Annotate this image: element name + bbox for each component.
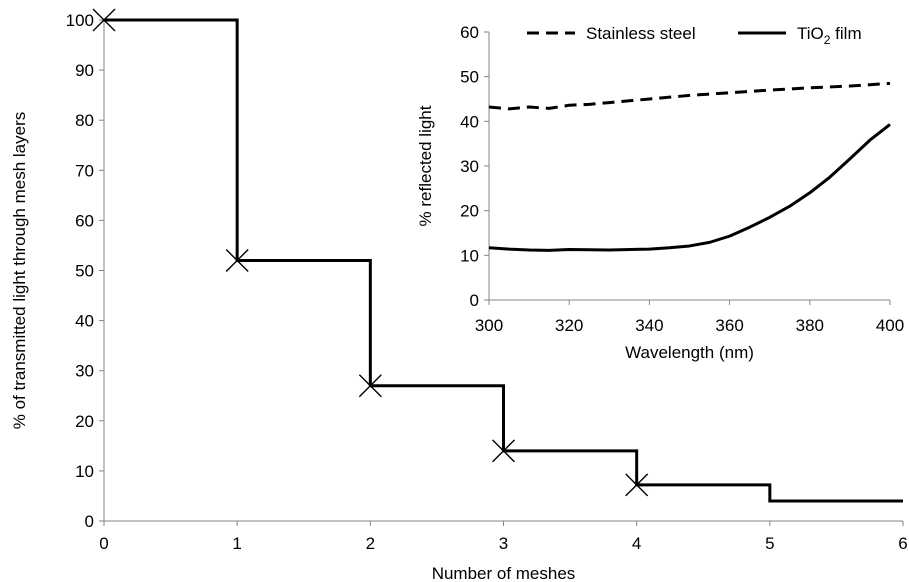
inset-x-axis-title: Wavelength (nm) — [625, 343, 754, 362]
main-y-tick-label: 70 — [75, 161, 94, 180]
main-x-axis-title: Number of meshes — [432, 564, 576, 582]
main-y-tick-label: 20 — [75, 412, 94, 431]
main-y-tick-label: 50 — [75, 262, 94, 281]
main-x-tick-label: 0 — [99, 534, 108, 553]
main-y-tick-label: 60 — [75, 211, 94, 230]
inset-y-tick-label: 10 — [460, 246, 479, 265]
main-x-tick-label: 1 — [232, 534, 241, 553]
main-x-marker — [492, 439, 515, 463]
main-y-tick-label: 0 — [85, 512, 94, 531]
main-x-tick-label: 3 — [499, 534, 508, 553]
inset-y-tick-label: 20 — [460, 202, 479, 221]
inset-y-tick-label: 0 — [470, 291, 479, 310]
inset-series-stainless-steel — [488, 81, 891, 111]
legend-label-tio2-main: TiO — [797, 24, 824, 43]
main-y-tick-label: 100 — [66, 11, 94, 30]
main-step-line — [104, 18, 903, 503]
main-x-marker — [625, 473, 649, 497]
main-y-tick-label: 90 — [75, 61, 94, 80]
legend-label-tio2-subscript: 2 — [824, 33, 831, 47]
inset-y-axis-title: % reflected light — [416, 105, 435, 226]
inset-x-tick-label: 300 — [475, 316, 503, 335]
legend-label-stainless-steel: Stainless steel — [586, 24, 696, 43]
inset-y-tick-label: 60 — [460, 23, 479, 42]
main-y-tick-label: 30 — [75, 362, 94, 381]
inset-x-tick-label: 360 — [715, 316, 743, 335]
main-y-tick-label: 10 — [75, 462, 94, 481]
inset-series-tio2-film — [488, 123, 891, 252]
inset-x-tick-label: 400 — [876, 316, 904, 335]
main-x-marker — [225, 248, 249, 272]
main-x-marker — [92, 8, 116, 32]
legend-label-tio2-film: TiO2 film — [797, 24, 862, 47]
main-y-tick-label: 80 — [75, 111, 94, 130]
inset-x-tick-label: 380 — [796, 316, 824, 335]
inset-chart: 0 10 20 30 40 50 60 300 320 340 360 380 400 Wavelengt… — [416, 23, 904, 362]
main-y-axis-title: % of transmitted light through mesh laye… — [10, 112, 29, 429]
inset-y-tick-label: 50 — [460, 68, 479, 87]
main-x-marker — [358, 374, 382, 398]
inset-y-tick-label: 40 — [460, 112, 479, 131]
main-y-tick-label: 40 — [75, 312, 94, 331]
legend-label-tio2-rest: film — [830, 24, 861, 43]
inset-x-tick-label: 340 — [635, 316, 663, 335]
inset-x-tick-label: 320 — [555, 316, 583, 335]
main-x-tick-label: 2 — [366, 534, 375, 553]
main-x-tick-label: 6 — [898, 534, 907, 553]
main-x-tick-label: 4 — [632, 534, 641, 553]
inset-y-tick-label: 30 — [460, 157, 479, 176]
main-x-tick-label: 5 — [765, 534, 774, 553]
